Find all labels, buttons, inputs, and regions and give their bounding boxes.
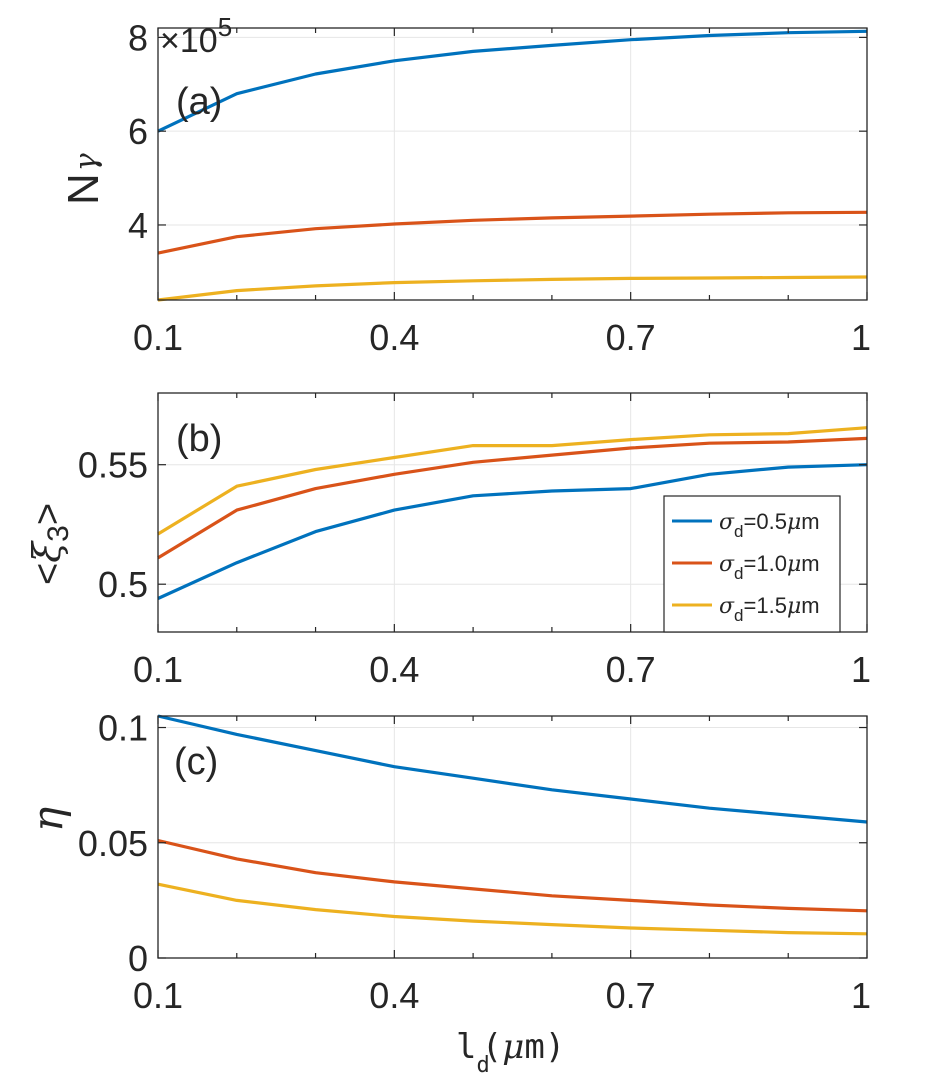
axes-frame-a xyxy=(157,27,868,301)
y-tick-label-a-1: 6 xyxy=(128,111,148,152)
x-tick-label-c-0: 0.1 xyxy=(133,975,183,1016)
panel-c: 0.1 0.4 0.7 1 0 0.05 0.1 (c) η ld(μm) xyxy=(23,708,871,1077)
legend-label-1: σd=0.5μm xyxy=(719,509,820,541)
axes-box-a xyxy=(157,27,868,301)
y-axis-label-b-left: < xyxy=(27,563,69,585)
legend-label-3-symbol: σ xyxy=(719,594,735,619)
x-tick-label-c-2: 0.7 xyxy=(606,975,656,1016)
legend: σd=0.5μm σd=1.0μm σd=1.5μm xyxy=(663,495,841,633)
series-line-c-1 xyxy=(157,714,868,824)
series-line-a-3 xyxy=(157,275,868,302)
y-axis-label-b-sub: 3 xyxy=(42,525,75,542)
panel-label-b: (b) xyxy=(176,418,222,460)
x-tick-label-a-3: 1 xyxy=(851,317,871,358)
x-axis-label-main: l xyxy=(456,1027,476,1067)
x-axis-label-sub: d xyxy=(476,1053,489,1077)
x-tick-label-a-0: 0.1 xyxy=(133,317,183,358)
legend-label-2-value: =1.0 xyxy=(744,551,787,576)
x-axis-label: ld(μm) xyxy=(456,1027,565,1077)
legend-label-1-sub: d xyxy=(734,522,743,541)
exponent-label-a: ×105 xyxy=(160,12,232,60)
tick-labels-a: 0.1 0.4 0.7 1 4 6 8 xyxy=(128,17,871,358)
series-line-a-2 xyxy=(157,210,868,255)
x-tick-label-a-2: 0.7 xyxy=(606,317,656,358)
series-lines-a xyxy=(157,29,868,302)
legend-label-1-value: =0.5 xyxy=(744,509,787,534)
axes-box-b xyxy=(157,392,868,633)
legend-label-3-mu: μ xyxy=(787,594,801,619)
series-line-b-1 xyxy=(157,463,868,600)
legend-label-1-unit: m xyxy=(801,509,819,534)
series-lines-b xyxy=(157,426,868,600)
series-line-c-3 xyxy=(157,882,868,936)
x-tick-label-c-1: 0.4 xyxy=(369,975,419,1016)
y-tick-label-a-2: 8 xyxy=(128,17,148,58)
axes-frame-c xyxy=(157,715,868,959)
legend-label-2: σd=1.0μm xyxy=(719,551,820,583)
y-tick-label-b-1: 0.55 xyxy=(78,445,148,486)
y-axis-label-b-symbol: ξ xyxy=(25,540,69,563)
series-line-b-2 xyxy=(157,436,868,560)
x-tick-label-c-3: 1 xyxy=(851,975,871,1016)
y-tick-label-c-2: 0.1 xyxy=(98,708,148,749)
x-tick-label-b-3: 1 xyxy=(851,649,871,690)
x-axis-label-open-paren: ( xyxy=(482,1027,502,1067)
x-axis-label-mu: μ xyxy=(502,1027,524,1067)
legend-label-2-unit: m xyxy=(801,551,819,576)
panel-label-c: (c) xyxy=(174,741,218,783)
legend-label-3: σd=1.5μm xyxy=(719,593,820,625)
y-tick-label-c-1: 0.05 xyxy=(78,823,148,864)
series-line-c-2 xyxy=(157,838,868,913)
legend-label-3-unit: m xyxy=(801,593,819,618)
y-axis-label-a: Nγ xyxy=(59,153,108,205)
legend-entry-1: σd=0.5μm xyxy=(672,509,820,541)
legend-label-2-sub: d xyxy=(734,564,743,583)
legend-label-1-symbol: σ xyxy=(719,510,735,535)
exponent-power: 5 xyxy=(218,12,232,42)
y-axis-label-a-main: N xyxy=(59,173,108,205)
legend-entry-2: σd=1.0μm xyxy=(672,551,820,583)
x-tick-label-b-2: 0.7 xyxy=(606,649,656,690)
x-tick-label-b-1: 0.4 xyxy=(369,649,419,690)
legend-label-1-mu: μ xyxy=(787,510,801,535)
x-tick-label-a-1: 0.4 xyxy=(369,317,419,358)
axes-box-c xyxy=(157,715,868,959)
tick-labels-b: 0.1 0.4 0.7 1 0.5 0.55 xyxy=(78,445,871,690)
y-axis-label-b-right: > xyxy=(27,503,69,525)
legend-label-3-sub: d xyxy=(734,606,743,625)
y-axis-label-b: <ξ3> xyxy=(25,503,75,585)
panel-b: 0.1 0.4 0.7 10.50.55 (b) <ξ3> σd=0.5μm σd=1… xyxy=(25,392,871,690)
legend-entry-3: σd=1.5μm xyxy=(672,593,820,625)
tick-labels-c: 0.1 0.4 0.7 1 0 0.05 0.1 xyxy=(78,708,871,1016)
y-axis-label-c: η xyxy=(23,807,72,832)
y-tick-label-a-0: 4 xyxy=(128,205,148,246)
series-line-a-1 xyxy=(157,29,868,133)
series-line-b-3 xyxy=(157,426,868,536)
legend-label-2-symbol: σ xyxy=(719,552,735,577)
x-axis-label-unit: m) xyxy=(524,1027,565,1067)
series-lines-c xyxy=(157,714,868,936)
panel-label-a: (a) xyxy=(176,81,222,123)
exponent-prefix: ×10 xyxy=(160,22,218,60)
panel-a: 0.1 0.4 0.7 1 4 6 8 (a) Nγ ×105 xyxy=(59,12,871,358)
y-axis-label-a-sub: γ xyxy=(69,153,104,171)
y-tick-label-c-0: 0 xyxy=(128,938,148,979)
x-tick-label-b-0: 0.1 xyxy=(133,649,183,690)
legend-label-3-value: =1.5 xyxy=(744,593,787,618)
y-tick-label-b-0: 0.5 xyxy=(98,564,148,605)
legend-label-2-mu: μ xyxy=(787,552,801,577)
